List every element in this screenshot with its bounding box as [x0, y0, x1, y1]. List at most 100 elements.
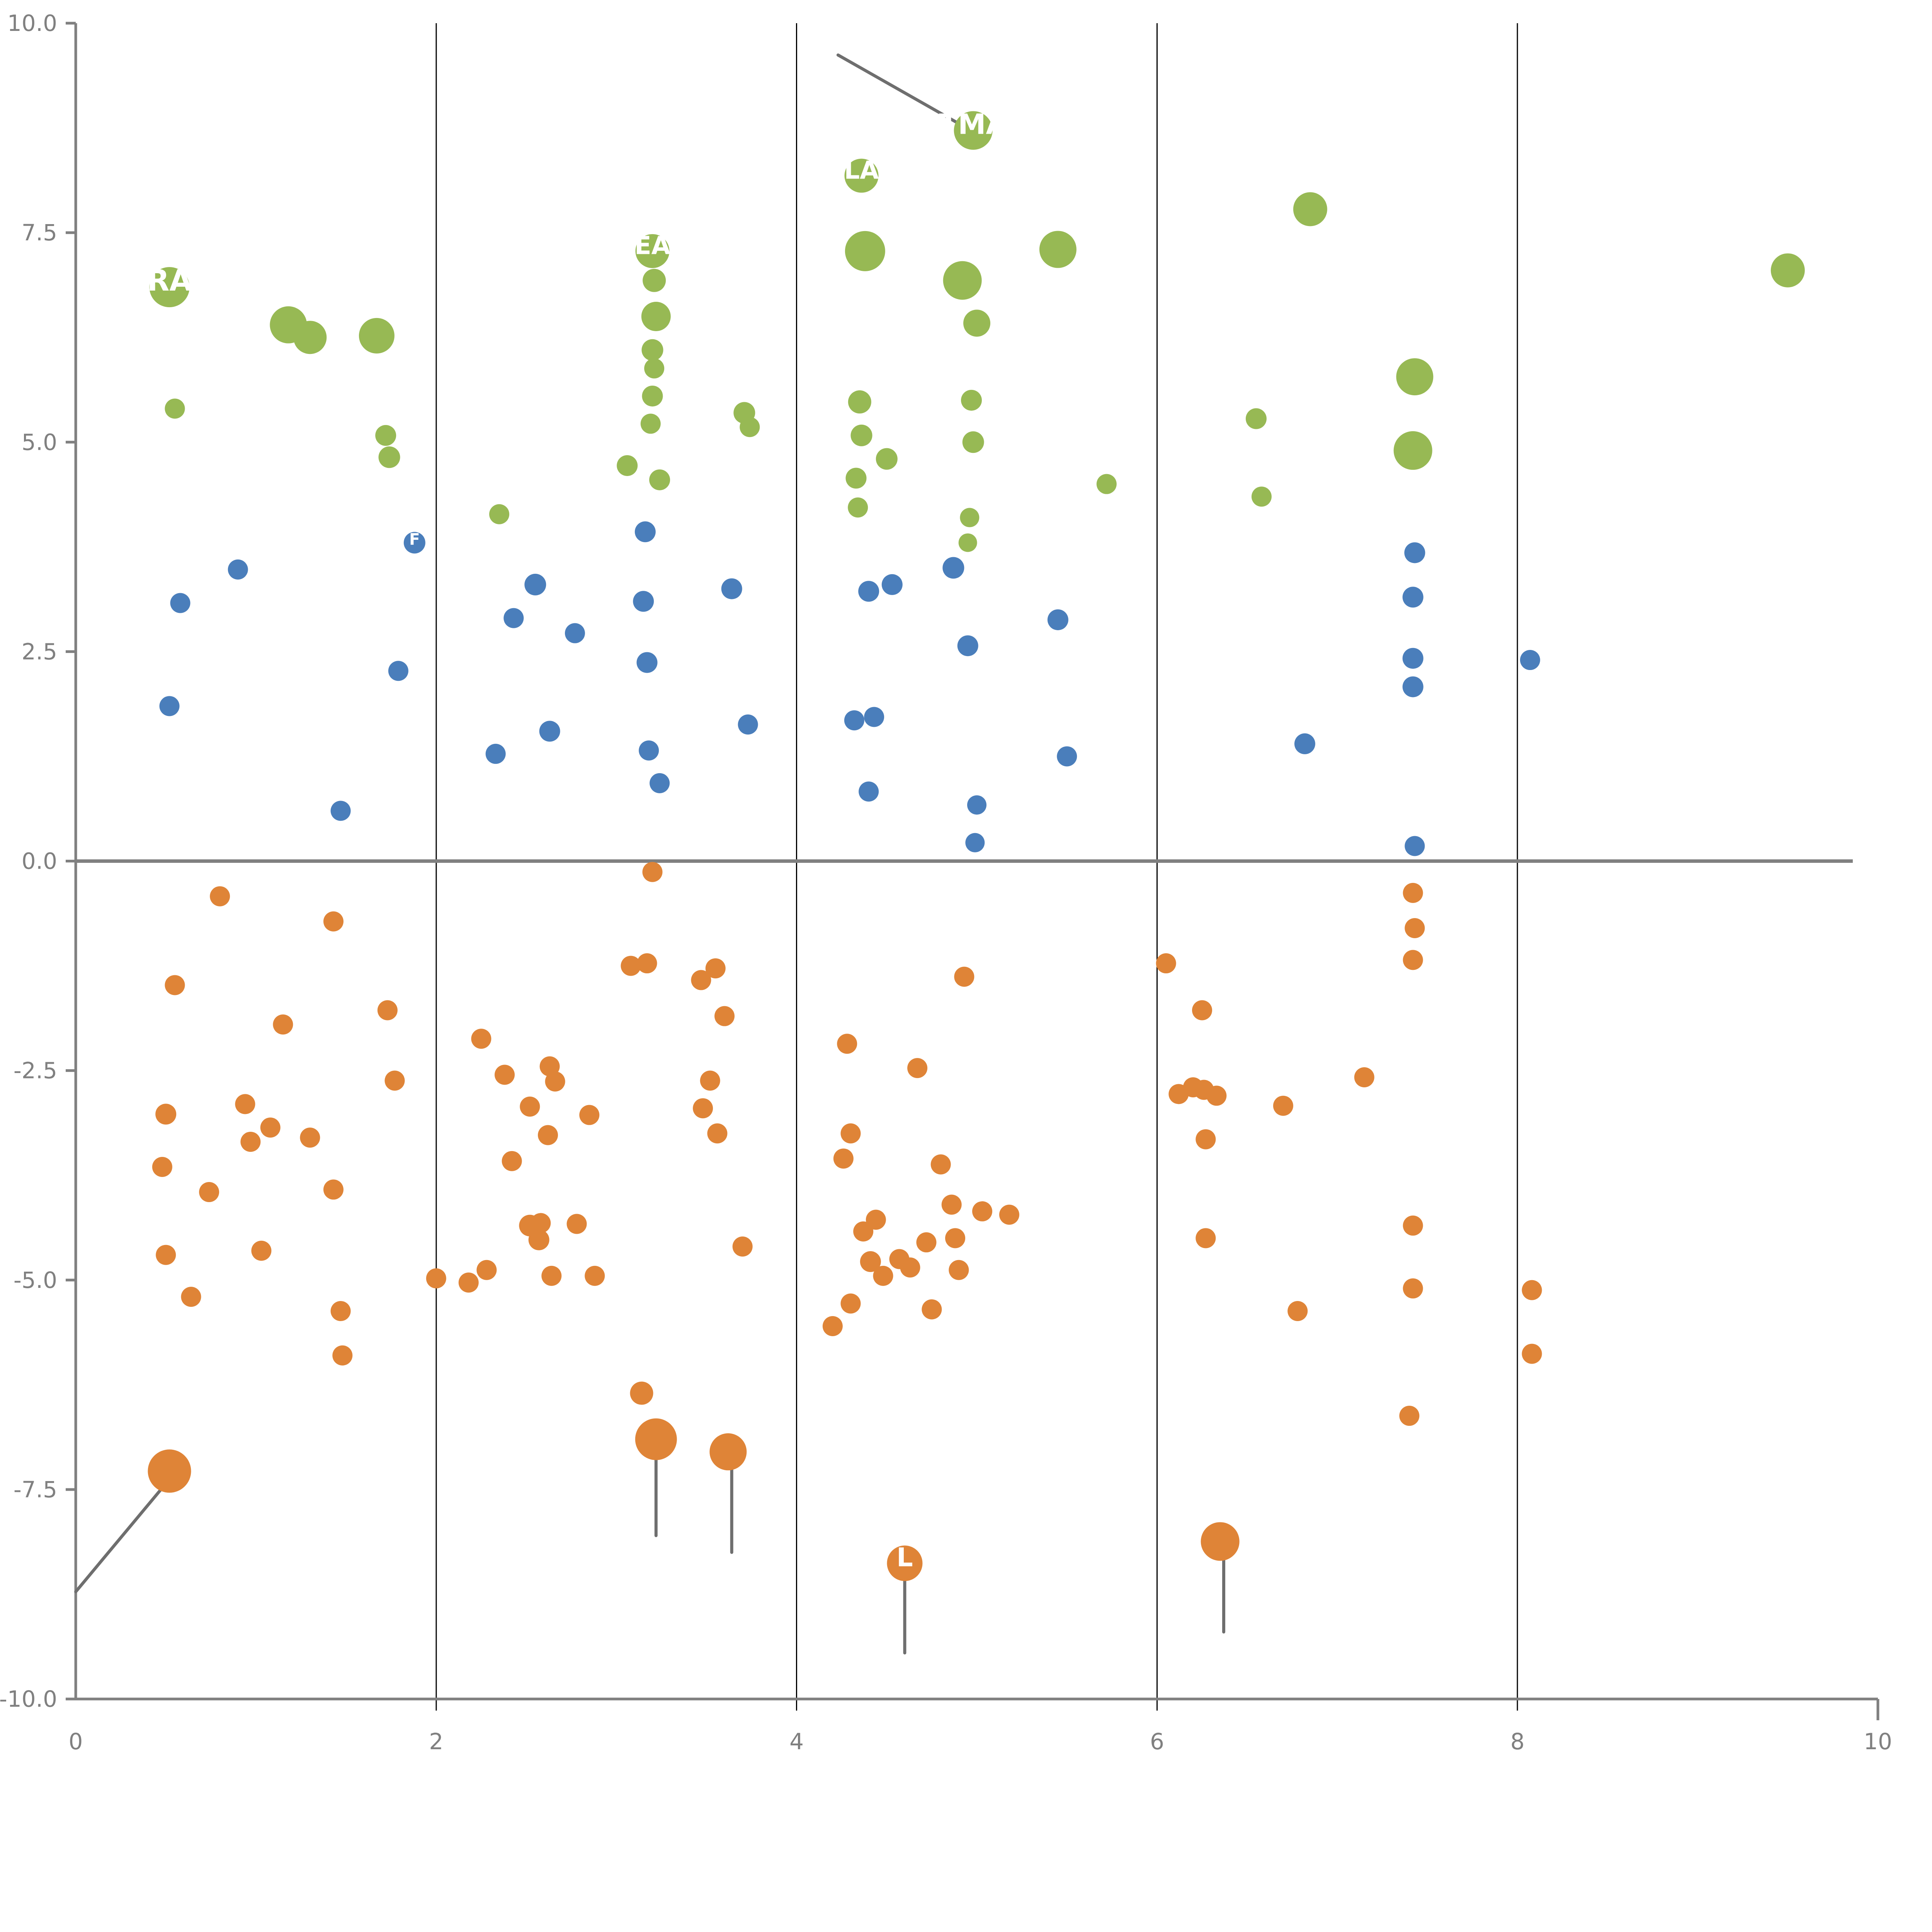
data-point[interactable]	[495, 1065, 515, 1085]
data-point[interactable]	[539, 721, 560, 742]
data-point[interactable]	[1047, 609, 1068, 630]
series-green-group[interactable]	[149, 111, 1805, 552]
data-point[interactable]	[740, 417, 760, 437]
data-point[interactable]	[866, 1209, 886, 1230]
data-point[interactable]	[1196, 1228, 1216, 1248]
data-point[interactable]	[1403, 1278, 1423, 1299]
data-point[interactable]	[323, 911, 344, 932]
data-point[interactable]	[642, 862, 663, 882]
data-point[interactable]	[251, 1240, 272, 1261]
data-point[interactable]	[377, 1000, 398, 1020]
data-point[interactable]	[633, 591, 654, 612]
data-point[interactable]	[961, 389, 982, 411]
data-point[interactable]	[1405, 836, 1425, 856]
data-point[interactable]	[149, 267, 190, 308]
data-point[interactable]	[930, 1154, 951, 1175]
data-point[interactable]	[630, 1381, 653, 1405]
data-point[interactable]	[1520, 650, 1540, 670]
data-point[interactable]	[528, 1229, 549, 1250]
data-point[interactable]	[840, 1293, 861, 1314]
data-point[interactable]	[721, 578, 742, 599]
data-point[interactable]	[840, 1123, 861, 1144]
data-point[interactable]	[844, 710, 864, 731]
data-point[interactable]	[148, 1449, 191, 1493]
data-point[interactable]	[1057, 746, 1077, 767]
data-point[interactable]	[858, 581, 879, 602]
data-point[interactable]	[566, 1214, 587, 1234]
data-point[interactable]	[634, 521, 656, 543]
data-point[interactable]	[260, 1117, 281, 1138]
data-point[interactable]	[165, 398, 185, 419]
data-point[interactable]	[954, 111, 993, 150]
data-point[interactable]	[330, 801, 351, 821]
data-point[interactable]	[635, 1418, 677, 1460]
data-point[interactable]	[859, 781, 879, 802]
data-point[interactable]	[1403, 1215, 1423, 1236]
data-point[interactable]	[579, 1105, 600, 1125]
data-point[interactable]	[641, 339, 663, 361]
data-point[interactable]	[159, 696, 180, 716]
data-point[interactable]	[1403, 883, 1423, 903]
data-point[interactable]	[1294, 733, 1315, 754]
data-point[interactable]	[637, 953, 657, 974]
data-point[interactable]	[1096, 474, 1117, 494]
data-point[interactable]	[384, 1070, 405, 1091]
data-point[interactable]	[822, 1316, 843, 1337]
data-point[interactable]	[941, 1194, 962, 1215]
data-point[interactable]	[181, 1287, 201, 1307]
data-point[interactable]	[503, 608, 524, 628]
data-points-group[interactable]	[148, 111, 1805, 1581]
data-point[interactable]	[621, 956, 641, 976]
data-point[interactable]	[954, 966, 975, 987]
data-point[interactable]	[853, 1221, 874, 1242]
data-point[interactable]	[1522, 1344, 1542, 1364]
data-point[interactable]	[876, 448, 898, 470]
data-point[interactable]	[152, 1157, 172, 1177]
data-point[interactable]	[300, 1128, 320, 1148]
data-point[interactable]	[962, 431, 984, 453]
data-point[interactable]	[524, 573, 546, 595]
data-point[interactable]	[714, 1006, 735, 1026]
data-point[interactable]	[1354, 1067, 1374, 1087]
data-point[interactable]	[1201, 1522, 1240, 1561]
data-point[interactable]	[640, 413, 661, 434]
data-point[interactable]	[705, 958, 726, 979]
data-point[interactable]	[848, 390, 871, 414]
data-point[interactable]	[323, 1179, 344, 1200]
data-point[interactable]	[520, 1096, 540, 1117]
data-point[interactable]	[502, 1151, 522, 1171]
data-point[interactable]	[1396, 358, 1434, 396]
data-point[interactable]	[644, 358, 665, 379]
data-point[interactable]	[471, 1029, 492, 1049]
data-point[interactable]	[963, 310, 990, 337]
data-point[interactable]	[972, 1201, 992, 1221]
series-blue-group[interactable]	[159, 521, 1540, 856]
data-point[interactable]	[170, 593, 190, 613]
data-point[interactable]	[1251, 486, 1272, 507]
data-point[interactable]	[1245, 408, 1267, 429]
data-point[interactable]	[707, 1123, 728, 1144]
data-point[interactable]	[375, 425, 396, 446]
data-point[interactable]	[900, 1257, 920, 1278]
data-point[interactable]	[845, 468, 867, 489]
data-point[interactable]	[1206, 1085, 1227, 1106]
data-point[interactable]	[378, 446, 400, 468]
data-point[interactable]	[650, 773, 670, 793]
data-point[interactable]	[881, 574, 903, 595]
data-point[interactable]	[643, 269, 666, 292]
data-point[interactable]	[403, 532, 425, 554]
data-point[interactable]	[235, 1094, 255, 1114]
data-point[interactable]	[916, 1232, 937, 1253]
data-point[interactable]	[958, 533, 977, 552]
data-point[interactable]	[642, 385, 663, 406]
data-point[interactable]	[210, 886, 230, 906]
data-point[interactable]	[1402, 676, 1423, 697]
data-point[interactable]	[388, 661, 408, 681]
data-point[interactable]	[545, 1071, 565, 1092]
data-point[interactable]	[1403, 950, 1423, 970]
data-point[interactable]	[1196, 1129, 1216, 1150]
data-point[interactable]	[967, 795, 986, 815]
data-point[interactable]	[965, 833, 985, 852]
data-point[interactable]	[860, 1251, 881, 1272]
data-point[interactable]	[359, 318, 395, 354]
